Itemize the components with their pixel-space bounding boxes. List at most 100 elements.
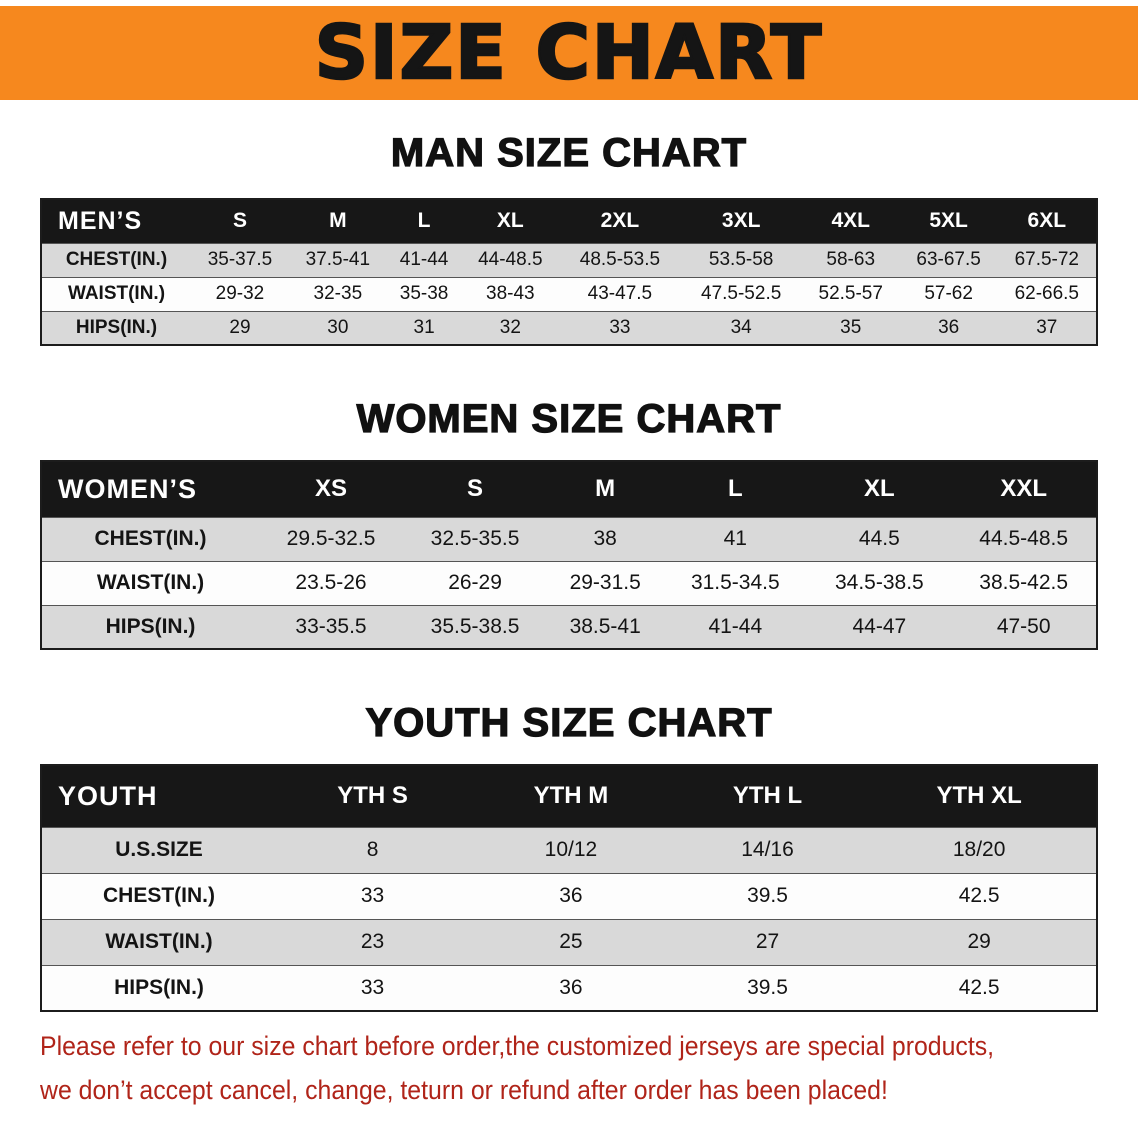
size-column-header: XS [259, 461, 404, 517]
measurement-label-cell: CHEST(IN.) [103, 884, 215, 907]
size-column-header: S [191, 199, 289, 243]
measurement-label-cell: WAIST(IN.) [67, 283, 166, 304]
measurement-value-cell: 52.5-57 [818, 283, 883, 304]
measurement-value-cell: 35 [840, 316, 862, 338]
measurement-value-cell: 47.5-52.5 [701, 283, 782, 304]
measurement-value-cell: 62-66.5 [1014, 283, 1080, 304]
measurement-value-cell: 33 [360, 884, 385, 907]
measurement-row: HIPS(IN.) 29 30 31 32 33 34 35 36 37 [41, 311, 1097, 345]
measurement-value-cell: 41-44 [708, 614, 763, 638]
measurement-value-cell: 36 [559, 975, 583, 999]
measurement-label-cell: HIPS(IN.) [114, 975, 204, 999]
measurement-value-cell: 38.5-41 [569, 614, 641, 638]
measurement-value-cell: 63-67.5 [916, 249, 981, 270]
measurement-value-cell: 42.5 [958, 975, 1000, 999]
size-header-row: MEN’S S M L XL 2XL 3XL 4XL 5XL 6XL [41, 199, 1097, 243]
measurement-row: U.S.SIZE 8 10/12 14/16 18/20 [41, 827, 1097, 873]
measurement-value-cell: 37.5-41 [305, 249, 371, 270]
measurement-value-cell: 37 [1036, 316, 1058, 338]
size-column-header: YTH M [469, 765, 673, 827]
women-size-table: WOMEN’S XS S M L XL XXL CHEST(IN.) 29.5-32.5 32.5… [40, 460, 1098, 650]
measurement-label-cell: WAIST(IN.) [105, 930, 213, 953]
measurement-value-cell: 41-44 [399, 249, 449, 270]
measurement-value-cell: 29-32 [215, 283, 265, 304]
measurement-value-cell: 26-29 [448, 571, 502, 594]
measurement-value-cell: 32 [499, 316, 521, 338]
measurement-value-cell: 36 [559, 884, 583, 907]
size-column-header: YTH XL [862, 765, 1097, 827]
measurement-value-cell: 31 [413, 316, 435, 338]
measurement-value-cell: 41 [723, 527, 747, 550]
measurement-value-cell: 44-47 [852, 614, 907, 638]
measurement-value-cell: 18/20 [952, 838, 1006, 861]
size-column-header: XXL [951, 461, 1097, 517]
disclaimer: Please refer to our size chart before or… [40, 1028, 1138, 1109]
table-title-cell: MEN’S [41, 199, 191, 243]
measurement-value-cell: 42.5 [958, 884, 1000, 907]
measurement-value-cell: 29.5-32.5 [286, 527, 376, 550]
size-column-header: S [403, 461, 548, 517]
measurement-value-cell: 14/16 [741, 838, 794, 861]
measurement-value-cell: 47-50 [996, 614, 1051, 638]
measurement-row: CHEST(IN.) 29.5-32.5 32.5-35.5 38 41 44.5 44.5… [41, 517, 1097, 561]
size-header-row: WOMEN’S XS S M L XL XXL [41, 461, 1097, 517]
measurement-value-cell: 67.5-72 [1014, 249, 1080, 270]
size-column-header: M [288, 199, 387, 243]
measurement-value-cell: 36 [938, 316, 960, 338]
size-column-header: M [547, 461, 664, 517]
measurement-label-cell: HIPS(IN.) [75, 316, 158, 338]
measurement-value-cell: 44-48.5 [478, 249, 543, 270]
measurement-value-cell: 29 [229, 316, 251, 338]
measurement-value-cell: 30 [327, 316, 349, 338]
measurement-value-cell: 29-31.5 [569, 571, 641, 594]
measurement-value-cell: 58-63 [826, 249, 876, 270]
size-column-header: L [663, 461, 808, 517]
disclaimer-line-1: Please refer to our size chart before or… [40, 1031, 995, 1061]
size-column-header: 3XL [680, 199, 802, 243]
measurement-value-cell: 39.5 [747, 884, 788, 907]
size-header-row: YOUTH YTH S YTH M YTH L YTH XL [41, 765, 1097, 827]
measurement-value-cell: 34 [730, 316, 752, 338]
measurement-value-cell: 23.5-26 [295, 571, 367, 594]
measurement-value-cell: 38 [593, 527, 617, 550]
measurement-value-cell: 33 [609, 316, 631, 338]
size-column-header: XL [807, 461, 952, 517]
size-column-header: 4XL [801, 199, 900, 243]
measurement-value-cell: 29 [967, 930, 991, 953]
measurement-label-cell: HIPS(IN.) [105, 614, 196, 638]
measurement-value-cell: 35-38 [399, 283, 449, 304]
man-size-chart-section: MAN SIZE CHART MEN’S S M L XL 2XL 3XL 4XL 5XL 6XL… [0, 130, 1138, 346]
women-size-chart-heading: WOMEN SIZE CHART [356, 396, 782, 441]
measurement-value-cell: 27 [755, 930, 780, 953]
measurement-value-cell: 32.5-35.5 [430, 527, 520, 550]
measurement-value-cell: 31.5-34.5 [690, 571, 780, 594]
measurement-value-cell: 33 [360, 975, 385, 999]
size-chart-page: SIZE CHART MAN SIZE CHART MEN’S S M L XL 2XL 3… [0, 6, 1138, 1109]
measurement-value-cell: 35-37.5 [207, 249, 273, 270]
measurement-row: WAIST(IN.) 23.5-26 26-29 29-31.5 31.5-34.5 34… [41, 561, 1097, 605]
measurement-value-cell: 39.5 [747, 975, 788, 999]
measurement-row: WAIST(IN.) 29-32 32-35 35-38 38-43 43-47.5 47.… [41, 277, 1097, 311]
disclaimer-line-2: we don’t accept cancel, change, teturn o… [40, 1075, 888, 1106]
women-size-chart-section: WOMEN SIZE CHART WOMEN’S XS S M L XL XXL CHEST(… [0, 396, 1138, 650]
measurement-row: WAIST(IN.) 23 25 27 29 [41, 919, 1097, 965]
measurement-row: HIPS(IN.) 33 36 39.5 42.5 [41, 965, 1097, 1011]
measurement-value-cell: 44.5 [858, 527, 900, 550]
measurement-value-cell: 48.5-53.5 [579, 249, 661, 270]
measurement-row: HIPS(IN.) 33-35.5 35.5-38.5 38.5-41 41-44 44-… [41, 605, 1097, 649]
table-title-cell: WOMEN’S [41, 461, 259, 517]
measurement-value-cell: 53.5-58 [708, 249, 774, 270]
youth-size-chart-heading: YOUTH SIZE CHART [365, 700, 773, 745]
banner: SIZE CHART [0, 6, 1138, 100]
measurement-value-cell: 10/12 [544, 838, 598, 861]
measurement-value-cell: 23 [360, 930, 385, 953]
measurement-value-cell: 8 [366, 838, 379, 861]
size-column-header: XL [461, 199, 560, 243]
measurement-value-cell: 33-35.5 [295, 614, 367, 638]
measurement-value-cell: 34.5-38.5 [834, 571, 924, 594]
measurement-value-cell: 25 [559, 930, 583, 953]
men-size-table: MEN’S S M L XL 2XL 3XL 4XL 5XL 6XL CHEST(IN.) 35-37… [40, 198, 1098, 346]
size-column-header: 6XL [997, 199, 1097, 243]
measurement-row: CHEST(IN.) 35-37.5 37.5-41 41-44 44-48.5 48.5… [41, 243, 1097, 277]
measurement-label-cell: U.S.SIZE [115, 838, 203, 861]
